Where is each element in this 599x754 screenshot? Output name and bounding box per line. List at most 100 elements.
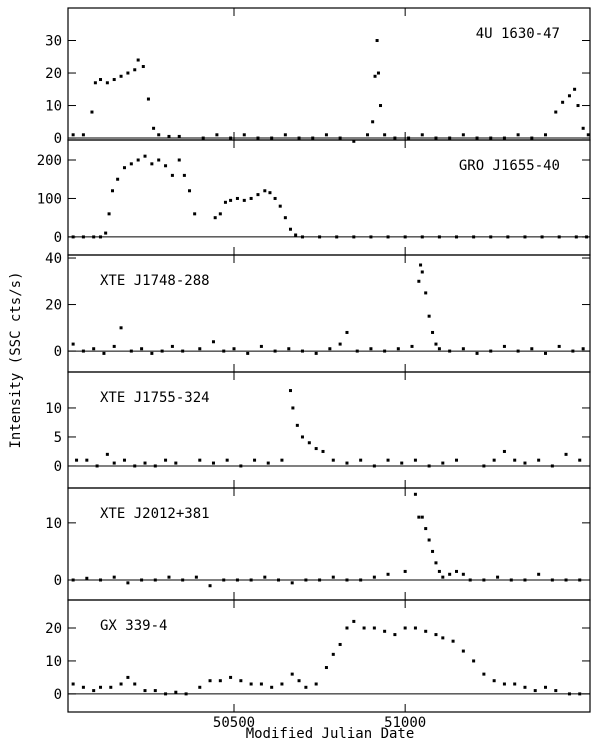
- y-tick-label: 10: [45, 516, 62, 532]
- data-point: [585, 235, 589, 239]
- data-point: [544, 685, 548, 689]
- data-point: [295, 423, 299, 427]
- y-tick-label: 100: [37, 191, 62, 207]
- data-point: [249, 196, 253, 200]
- data-point: [152, 126, 156, 130]
- data-point: [338, 136, 342, 140]
- data-point: [184, 692, 188, 696]
- data-point: [373, 74, 377, 78]
- data-point: [253, 458, 257, 462]
- data-point: [198, 685, 202, 689]
- data-point: [109, 685, 113, 689]
- data-point: [112, 344, 116, 348]
- data-point: [218, 212, 222, 216]
- data-point: [177, 158, 181, 162]
- data-point: [92, 689, 96, 693]
- data-point: [140, 578, 144, 582]
- data-point: [153, 689, 157, 693]
- data-point: [513, 458, 517, 462]
- data-point: [277, 578, 281, 582]
- data-point: [386, 458, 390, 462]
- data-point: [283, 216, 287, 220]
- data-point: [263, 189, 267, 193]
- panel-frame: [67, 599, 591, 713]
- y-tick-label: 30: [45, 34, 62, 50]
- data-point: [201, 136, 205, 140]
- data-point: [116, 177, 120, 181]
- data-point: [573, 87, 577, 91]
- y-tick-label: 20: [45, 66, 62, 82]
- data-point: [434, 342, 438, 346]
- data-point: [288, 227, 292, 231]
- data-point: [455, 235, 459, 239]
- data-point: [164, 458, 168, 462]
- data-point: [489, 136, 493, 140]
- data-point: [232, 347, 236, 351]
- data-point: [102, 351, 106, 355]
- data-point: [372, 464, 376, 468]
- data-point: [420, 270, 424, 274]
- data-point: [324, 133, 328, 137]
- data-point: [81, 133, 85, 137]
- data-point: [280, 682, 284, 686]
- data-point: [369, 347, 373, 351]
- data-point: [550, 464, 554, 468]
- data-point: [90, 110, 94, 114]
- data-point: [229, 675, 233, 679]
- data-point: [300, 349, 304, 353]
- data-point: [314, 351, 318, 355]
- data-point: [324, 666, 328, 670]
- data-point: [314, 682, 318, 686]
- data-point: [99, 78, 103, 82]
- data-point: [419, 263, 423, 267]
- x-tick-label: 51000: [384, 715, 426, 731]
- data-point: [104, 231, 108, 235]
- data-point: [403, 235, 407, 239]
- y-tick-label: 20: [45, 298, 62, 314]
- data-point: [489, 349, 493, 353]
- data-point: [136, 58, 140, 62]
- data-point: [540, 235, 544, 239]
- y-tick-label: 20: [45, 621, 62, 637]
- data-point: [578, 692, 582, 696]
- data-point: [379, 104, 383, 108]
- data-point: [345, 330, 349, 334]
- data-point: [143, 689, 147, 693]
- y-tick-label: 200: [37, 153, 62, 169]
- x-axis-label: Modified Julian Date: [246, 726, 415, 742]
- data-point: [140, 347, 144, 351]
- data-point: [170, 344, 174, 348]
- data-point: [557, 235, 561, 239]
- data-point: [359, 458, 363, 462]
- y-tick-label: 0: [54, 459, 62, 475]
- data-point: [273, 196, 277, 200]
- data-point: [427, 464, 431, 468]
- data-point: [160, 349, 164, 353]
- data-point: [239, 464, 243, 468]
- data-point: [461, 649, 465, 653]
- data-point: [129, 162, 133, 166]
- data-point: [448, 136, 452, 140]
- data-point: [413, 492, 417, 496]
- data-point: [475, 136, 479, 140]
- data-point: [403, 569, 407, 573]
- data-point: [71, 235, 75, 239]
- data-point: [338, 642, 342, 646]
- data-point: [278, 204, 282, 208]
- data-point: [133, 68, 137, 72]
- panel-title: GX 339-4: [100, 618, 167, 634]
- data-point: [81, 685, 85, 689]
- data-point: [119, 74, 123, 78]
- data-point: [112, 78, 116, 82]
- data-point: [506, 235, 510, 239]
- data-point: [581, 347, 585, 351]
- data-point: [314, 447, 318, 451]
- x-tick-label: 50500: [213, 715, 255, 731]
- data-point: [99, 235, 103, 239]
- data-point: [129, 349, 133, 353]
- data-point: [81, 349, 85, 353]
- data-point: [362, 626, 366, 630]
- data-point: [167, 134, 171, 138]
- data-point: [472, 659, 476, 663]
